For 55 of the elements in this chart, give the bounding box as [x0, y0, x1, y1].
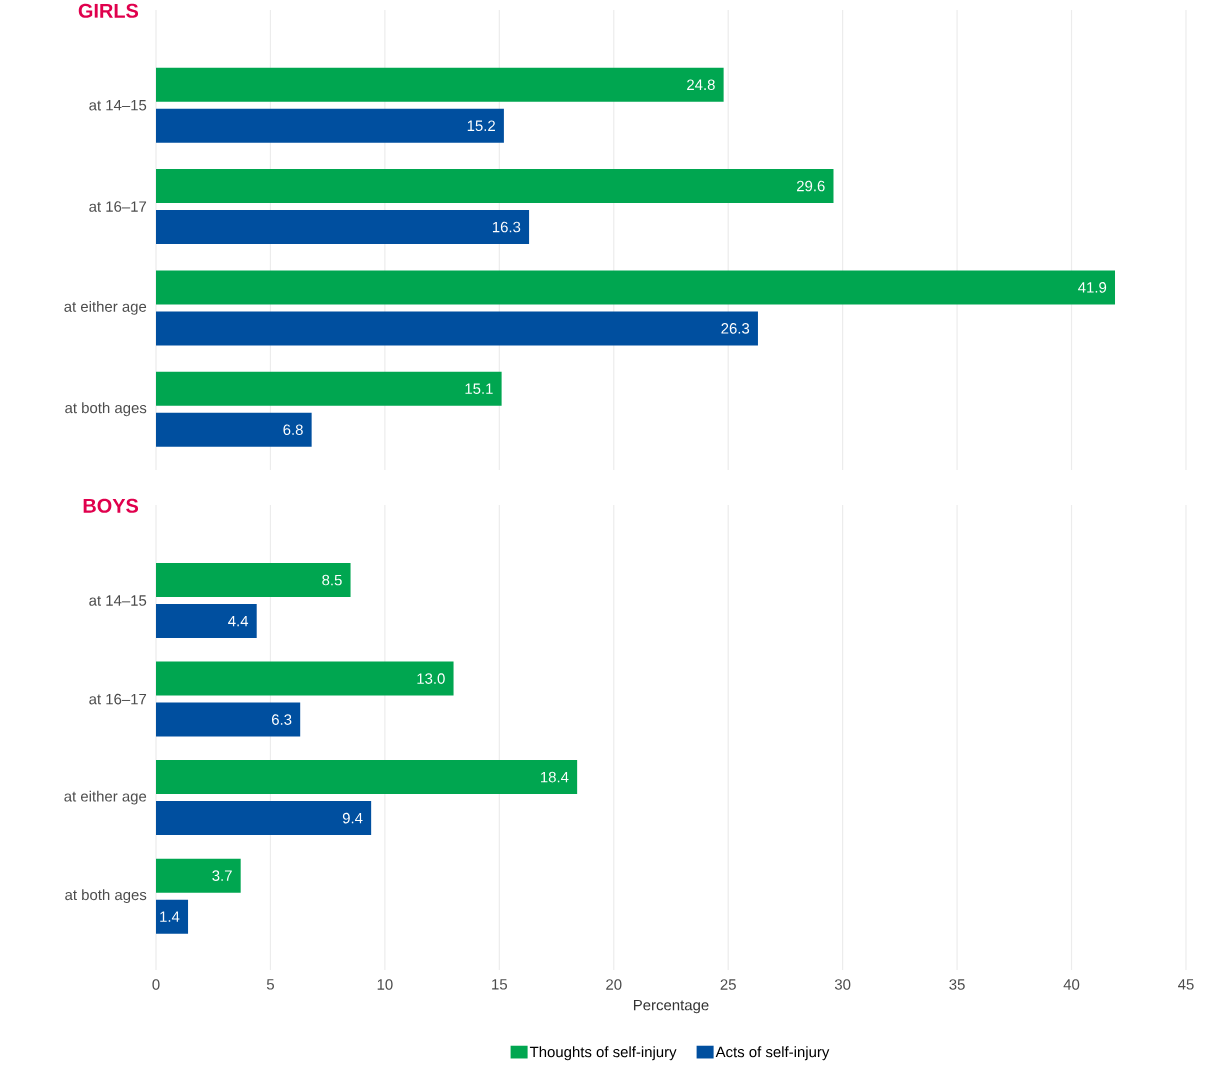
x-tick-label: 0 [152, 979, 160, 990]
data-label: 16.3 [492, 221, 521, 233]
y-tick-label: at either age [64, 790, 147, 805]
legend-label: Thoughts of self-injury [529, 1046, 677, 1061]
y-tick-label: at both ages [65, 402, 147, 417]
data-label: 8.5 [322, 574, 342, 586]
chart-title: BOYS [83, 498, 139, 513]
data-label: 9.4 [342, 812, 363, 824]
data-label: 6.3 [272, 714, 292, 725]
bar [156, 67, 724, 102]
data-label: 6.8 [283, 424, 303, 435]
bar [156, 604, 257, 639]
bar [156, 899, 189, 934]
data-label: 15.1 [465, 383, 493, 394]
y-tick-label: at both ages [65, 889, 147, 904]
data-label: 29.6 [796, 180, 825, 192]
bar [156, 760, 578, 795]
data-label: 3.7 [212, 870, 232, 881]
x-tick-label: 20 [606, 979, 622, 990]
bar [156, 371, 502, 406]
y-tick-label: at 16–17 [89, 201, 147, 212]
x-tick-label: 35 [949, 979, 965, 990]
bar [156, 169, 834, 204]
bar [156, 270, 1116, 305]
y-tick-label: at 14–15 [89, 100, 147, 111]
data-label: 15.2 [467, 120, 495, 132]
data-label: 41.9 [1078, 282, 1107, 293]
bar [156, 210, 530, 245]
x-tick-label: 25 [720, 979, 736, 990]
x-tick-label: 5 [266, 979, 274, 990]
bar [156, 108, 504, 143]
bar [156, 858, 241, 893]
x-tick-label: 30 [834, 979, 851, 990]
y-tick-label: at either age [64, 300, 147, 315]
x-tick-label: 40 [1063, 979, 1080, 990]
y-tick-label: at 16–17 [89, 693, 147, 705]
data-label: 1.4 [160, 911, 180, 922]
data-label: 13.0 [417, 673, 445, 684]
bar [156, 702, 301, 737]
data-label: 4.4 [228, 615, 249, 627]
x-tick-label: 15 [492, 979, 508, 990]
legend-label: Acts of self-injury [715, 1046, 830, 1061]
x-axis-title: Percentage [633, 999, 709, 1014]
y-tick-label: at 14–15 [89, 595, 147, 606]
bar [156, 801, 372, 836]
chart-title: GIRLS [78, 3, 139, 18]
bar [156, 661, 454, 696]
bar [156, 412, 312, 447]
x-tick-label: 10 [377, 979, 393, 990]
x-tick-label: 45 [1178, 979, 1194, 990]
data-label: 18.4 [541, 771, 569, 783]
bar [156, 311, 758, 346]
data-label: 24.8 [687, 79, 715, 91]
data-label: 26.3 [721, 323, 750, 334]
bar [156, 563, 351, 598]
